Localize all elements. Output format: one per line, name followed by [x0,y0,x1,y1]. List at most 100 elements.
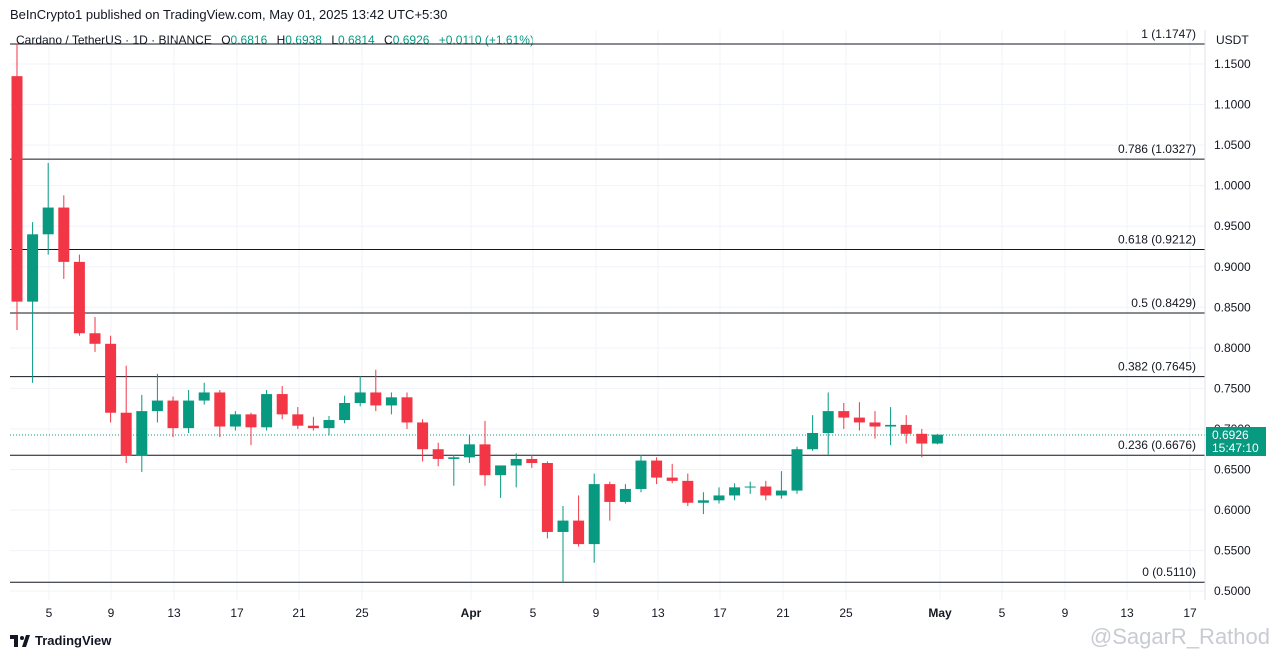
candle-body [385,397,397,406]
candle [463,435,475,464]
candle-body [42,207,54,235]
publish-caption: BeInCrypto1 published on TradingView.com… [10,7,448,22]
candle-body [869,422,881,427]
candle [245,412,257,446]
x-tick-label: 5 [46,606,53,620]
candle [557,505,569,584]
fib-level-label: 1 (1.1747) [1141,27,1196,41]
x-tick-label: 21 [292,606,306,620]
candle [276,385,288,420]
x-tick-label: 25 [839,606,853,620]
candle [11,43,23,331]
candle-body [619,488,631,502]
candle-body [682,480,694,503]
candle [916,428,928,458]
candle [261,390,273,431]
close-label: C [384,33,393,47]
candle [526,454,538,468]
candle-body [323,420,335,429]
candle-body [151,400,163,412]
candle [635,454,647,493]
candle-body [292,414,304,426]
x-tick-label: 25 [355,606,369,620]
x-tick-label: 13 [1120,606,1134,620]
fib-level-label: 0 (0.5110) [1142,565,1196,579]
candle-body [697,500,709,503]
price-axis[interactable]: 1.1500 1.1000 1.0500 1.0000 0.9500 0.9000 0.85… [1214,57,1251,598]
fib-level-label: 0.786 (1.0327) [1118,142,1196,156]
current-price-tag: 0.6926 15:47:10 [1206,427,1266,456]
candle-body [916,433,928,444]
x-tick-label: May [928,606,952,620]
candle-body [370,392,382,406]
candle [760,480,772,501]
candle [651,457,663,485]
candle-body [463,444,475,458]
x-tick-label: 13 [167,606,181,620]
candle [697,492,709,515]
x-tick-label: 9 [1062,606,1069,620]
candle-body [448,457,460,459]
candle [869,411,881,439]
tradingview-logo[interactable]: TradingView [10,633,111,648]
y-tick-label: 0.5500 [1214,544,1251,558]
candle [307,416,319,431]
fib-level-label: 0.5 (0.8429) [1131,296,1196,310]
grid [10,30,1205,600]
candle [744,481,756,494]
candle-body [105,343,117,413]
candle-body [354,392,366,403]
candle-body [573,520,585,545]
candle [27,222,39,383]
candle [89,317,101,352]
candle-body [838,411,850,418]
x-tick-label: 5 [999,606,1006,620]
y-tick-label: 1.0000 [1214,179,1251,193]
bar-countdown: 15:47:10 [1212,441,1259,455]
candle-body [541,463,553,532]
time-axis[interactable]: 5 9 13 17 21 25 Apr 5 9 13 17 21 25 May 5 9 13 17 [46,606,1197,620]
candle-body [775,490,787,496]
candle [604,481,616,521]
candle-body [89,333,101,344]
candle-body [198,392,210,401]
candle [807,415,819,451]
candle [713,487,725,504]
fib-level-label: 0.382 (0.7645) [1118,360,1196,374]
currency-unit[interactable]: USDT [1216,33,1249,47]
x-tick-label: Apr [461,606,482,620]
y-tick-label: 0.7500 [1214,381,1251,395]
candle [198,382,210,405]
candle-body [510,458,522,466]
candle [42,162,54,255]
y-tick-label: 1.0500 [1214,138,1251,152]
candle-body [401,397,413,423]
candle-body [307,425,319,429]
y-tick-label: 0.6500 [1214,463,1251,477]
candle [105,335,117,423]
candle-body [729,487,741,496]
candle [167,396,179,438]
fibonacci-levels: 1 (1.1747) 0.786 (1.0327) 0.618 (0.9212) 0.… [10,27,1205,583]
candle-body [183,400,195,429]
candle-body [635,460,647,489]
candle [885,407,897,446]
candle-body [791,449,803,491]
candle [385,392,397,415]
candle-body [417,422,429,450]
candle [510,453,522,488]
y-tick-label: 1.1500 [1214,57,1251,71]
candles [11,43,943,584]
candle-body [27,234,39,302]
candle-body [713,495,725,501]
candle [214,390,226,438]
y-tick-label: 0.8500 [1214,300,1251,314]
x-tick-label: 5 [530,606,537,620]
candle-body [214,392,226,427]
candle-body [651,460,663,478]
y-tick-label: 0.5000 [1214,584,1251,598]
candle-body [744,486,756,488]
candle-body [760,486,772,496]
candle [120,365,132,464]
